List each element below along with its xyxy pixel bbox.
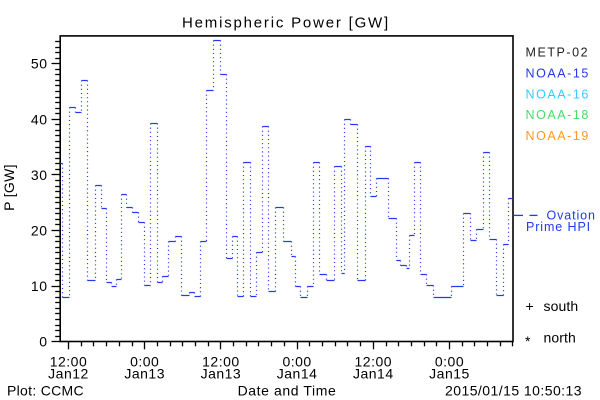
svg-text:2015/01/15 10:50:13: 2015/01/15 10:50:13 [445, 383, 582, 399]
svg-text:NOAA-16: NOAA-16 [526, 87, 590, 101]
svg-text:Jan13: Jan13 [124, 366, 165, 382]
svg-text:Jan14: Jan14 [277, 366, 318, 382]
svg-text:NOAA-18: NOAA-18 [526, 108, 590, 122]
svg-text:NOAA-15: NOAA-15 [526, 66, 590, 80]
svg-text:*: * [525, 333, 531, 349]
svg-text:P [GW]: P [GW] [1, 164, 17, 211]
svg-text:METP-02: METP-02 [526, 46, 590, 60]
svg-text:12:00: 12:00 [202, 353, 240, 369]
svg-text:Jan15: Jan15 [429, 366, 470, 382]
svg-text:Ovation: Ovation [547, 209, 596, 223]
svg-text:Jan12: Jan12 [48, 366, 89, 382]
svg-text:30: 30 [31, 167, 48, 183]
svg-text:12:00: 12:00 [355, 353, 393, 369]
svg-text:north: north [544, 330, 576, 346]
svg-text:12:00: 12:00 [50, 353, 88, 369]
svg-text:Plot: CCMC: Plot: CCMC [7, 383, 84, 399]
svg-text:10: 10 [31, 278, 48, 294]
svg-text:NOAA-19: NOAA-19 [526, 129, 590, 143]
svg-text:20: 20 [31, 223, 48, 239]
svg-text:0:00: 0:00 [282, 353, 311, 369]
svg-text:Prime HPI: Prime HPI [526, 220, 591, 234]
svg-text:0:00: 0:00 [130, 353, 159, 369]
svg-text:+: + [526, 298, 535, 314]
svg-text:Jan14: Jan14 [353, 366, 394, 382]
svg-text:Jan13: Jan13 [201, 366, 242, 382]
svg-text:40: 40 [31, 111, 48, 127]
svg-text:Date and Time: Date and Time [238, 383, 337, 399]
svg-text:Hemispheric Power [GW]: Hemispheric Power [GW] [182, 15, 390, 32]
svg-text:0: 0 [39, 334, 47, 350]
svg-text:0:00: 0:00 [435, 353, 464, 369]
svg-text:south: south [544, 298, 579, 314]
svg-text:50: 50 [31, 56, 48, 72]
